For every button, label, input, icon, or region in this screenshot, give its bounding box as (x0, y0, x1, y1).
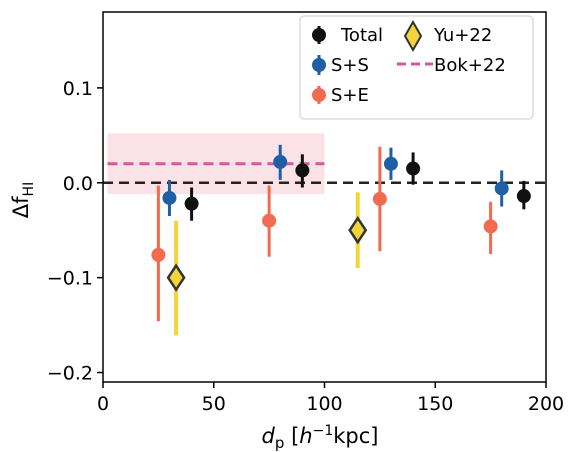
point-yu22-1 (348, 192, 368, 269)
point-ss-3 (494, 170, 509, 207)
x-tick-label: 150 (417, 393, 453, 415)
legend-yu22-label: Yu+22 (433, 25, 492, 46)
y-axis-ticks: −0.2 −0.1 0.0 0.1 (47, 78, 103, 385)
legend-yu22-marker (403, 19, 423, 53)
marker-ss-0 (162, 190, 177, 205)
legend: Total Yu+22 S+S Bok+22 S+E (299, 15, 534, 120)
point-yu22-0 (166, 220, 186, 336)
x-label-exp: −1 (313, 423, 334, 439)
legend-se-label: S+E (331, 85, 369, 106)
y-label-delta: Δf (9, 196, 33, 218)
x-label-h: h (299, 424, 312, 448)
marker-se-1 (262, 213, 277, 228)
x-label-unit: kpc] (333, 424, 378, 448)
marker-se-3 (483, 219, 498, 234)
legend-entry-total: Total (312, 25, 383, 46)
x-tick-label: 200 (528, 393, 564, 415)
legend-total-label: Total (340, 25, 383, 46)
y-tick-label: 0.1 (63, 78, 93, 100)
marker-se-2 (372, 191, 387, 206)
point-ss-1 (273, 144, 288, 180)
y-tick-label: −0.1 (47, 268, 93, 290)
legend-entry-bok22: Bok+22 (397, 55, 506, 76)
marker-ss-3 (494, 181, 509, 196)
x-label-main: d (262, 424, 276, 448)
marker-ss-2 (383, 156, 398, 171)
marker-total-2 (406, 161, 421, 176)
y-tick-label: −0.2 (47, 363, 93, 385)
data-points (151, 144, 531, 336)
y-axis-label: ΔfHI (9, 182, 37, 218)
marker-total-3 (516, 189, 531, 204)
legend-se-marker (312, 88, 326, 102)
bok22-band (107, 133, 325, 195)
point-total-1 (295, 154, 310, 188)
legend-entry-se: S+E (312, 85, 369, 106)
y-tick-label: 0.0 (63, 173, 93, 195)
legend-ss-label: S+S (331, 55, 369, 76)
point-ss-0 (162, 179, 177, 216)
legend-frame (299, 15, 534, 120)
x-tick-label: 0 (97, 393, 109, 415)
x-axis-ticks: 0 50 100 150 200 (97, 382, 564, 415)
point-total-3 (516, 180, 531, 210)
x-axis-label: dp [h−1kpc] (262, 423, 379, 452)
marker-yu22-0 (166, 263, 186, 292)
marker-total-0 (184, 196, 199, 211)
marker-total-1 (295, 163, 310, 178)
x-tick-label: 100 (306, 393, 342, 415)
marker-ss-1 (273, 154, 288, 169)
x-label-bracket: [ (284, 424, 299, 448)
x-label-sub: p (275, 434, 285, 452)
x-tick-label: 50 (202, 393, 226, 415)
legend-bok22-label: Bok+22 (434, 55, 506, 76)
point-se-3 (483, 201, 498, 254)
y-label-sub: HI (21, 182, 37, 197)
point-total-0 (184, 187, 199, 221)
legend-entry-ss: S+S (312, 55, 369, 76)
marker-se-0 (151, 247, 166, 262)
legend-total-marker (312, 28, 326, 42)
point-ss-2 (383, 147, 398, 180)
legend-ss-marker (312, 58, 326, 72)
point-se-0 (151, 185, 166, 322)
marker-yu22-1 (348, 215, 368, 245)
legend-entry-yu22: Yu+22 (403, 19, 492, 53)
point-se-2 (372, 146, 387, 252)
point-se-1 (262, 185, 277, 257)
point-total-2 (406, 152, 421, 185)
